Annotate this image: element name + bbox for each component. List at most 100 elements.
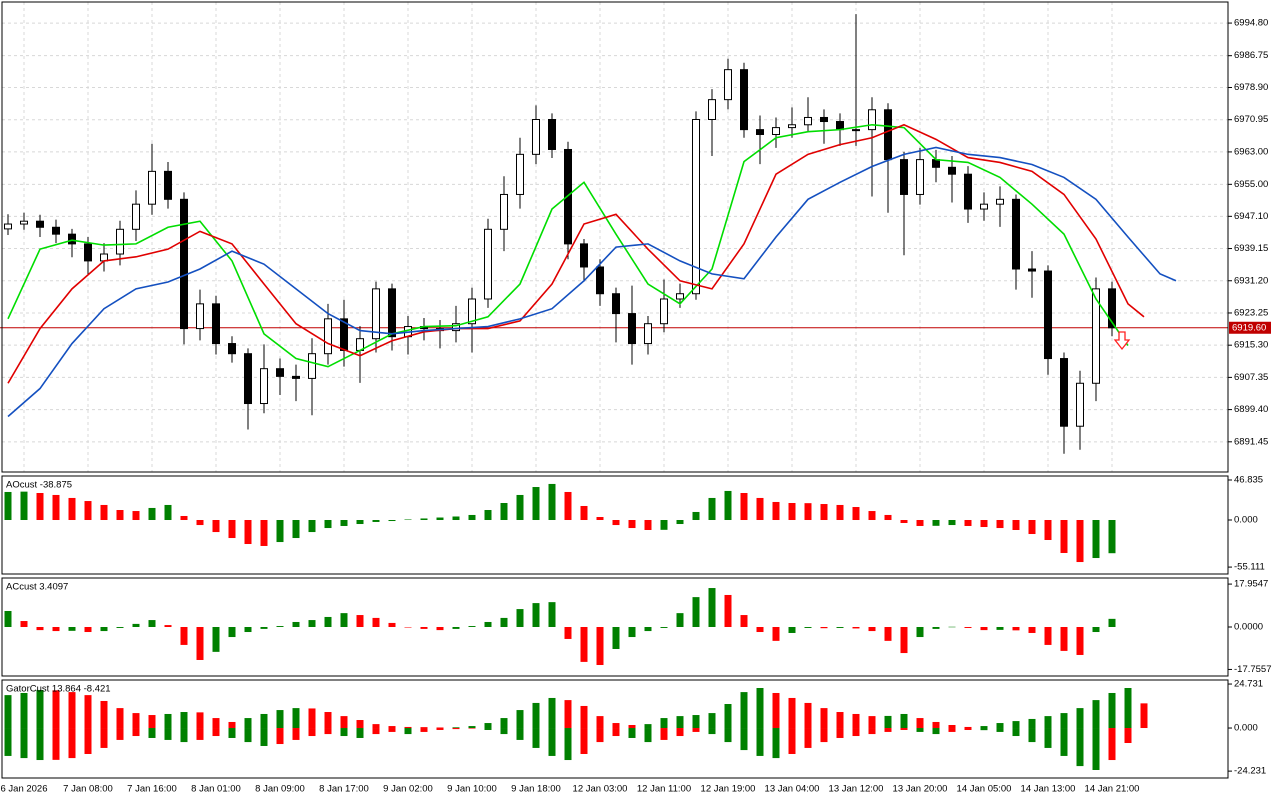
gator-bar — [708, 728, 716, 735]
histogram-bar — [356, 520, 364, 525]
histogram-bar — [948, 626, 956, 628]
gator-bar — [196, 728, 204, 740]
gator-bar — [868, 728, 876, 735]
histogram-bar — [452, 627, 460, 629]
sell-arrow — [1113, 331, 1131, 351]
gator-bar — [100, 728, 108, 748]
gator-bar — [1028, 728, 1036, 743]
histogram-bar — [580, 505, 588, 521]
histogram-bar — [932, 520, 940, 526]
candle-body — [1108, 288, 1116, 329]
gator-bar — [516, 728, 524, 740]
histogram-bar — [228, 627, 236, 638]
histogram-bar — [836, 504, 844, 521]
gator-bar — [4, 695, 12, 729]
candle-body — [1092, 288, 1100, 384]
gator-bar — [692, 715, 700, 729]
gator-bar — [548, 697, 556, 729]
candle-body — [500, 193, 508, 230]
gator-bar — [132, 728, 140, 737]
y-tick-label: 6970.95 — [1234, 114, 1268, 125]
histogram-bar — [180, 515, 188, 521]
x-tick-label: 12 Jan 03:00 — [573, 784, 628, 795]
gator-bar — [516, 710, 524, 729]
candle-body — [964, 173, 972, 210]
candle-body — [900, 159, 908, 195]
candle-body — [724, 69, 732, 101]
histogram-bar — [788, 502, 796, 521]
candle-body — [820, 116, 828, 123]
histogram-bar — [292, 520, 300, 539]
candle-body — [84, 243, 92, 262]
gator-bar — [244, 728, 252, 743]
histogram-bar — [20, 491, 28, 521]
histogram-bar — [340, 520, 348, 526]
gator-bar — [308, 728, 316, 737]
histogram-bar — [404, 627, 412, 628]
x-tick-label: 14 Jan 21:00 — [1085, 784, 1140, 795]
gator-bar — [900, 728, 908, 730]
gator-bar — [148, 728, 156, 738]
gator-bar — [420, 728, 428, 732]
histogram-bar — [84, 501, 92, 521]
histogram-bar — [132, 623, 140, 627]
histogram-bar — [484, 621, 492, 627]
gator-bar — [276, 710, 284, 729]
candle-body — [580, 243, 588, 268]
gator-bar — [20, 728, 28, 759]
gator-bar — [628, 724, 636, 729]
gator-bar — [52, 728, 60, 760]
ma-line — [7, 146, 1177, 418]
histogram-bar — [228, 520, 236, 539]
y-tick-label: -17.7557 — [1234, 664, 1272, 675]
x-tick-label: 9 Jan 02:00 — [383, 784, 433, 795]
candle-body — [180, 198, 188, 330]
gator-bar — [180, 712, 188, 729]
histogram-bar — [868, 627, 876, 632]
x-tick-label: 8 Jan 09:00 — [255, 784, 305, 795]
candle-body — [52, 226, 60, 235]
gator-bar — [340, 728, 348, 737]
gator-bar — [1060, 713, 1068, 729]
gator-bar — [676, 716, 684, 729]
histogram-bar — [388, 622, 396, 627]
histogram-bar — [1076, 627, 1084, 655]
y-tick-label: 0.000 — [1234, 515, 1258, 526]
histogram-bar — [1108, 618, 1116, 627]
histogram-bar — [452, 516, 460, 521]
gator-bar — [468, 728, 476, 729]
gator-bar — [356, 720, 364, 729]
histogram-bar — [500, 617, 508, 627]
gator-bar — [724, 728, 732, 743]
gator-bar — [980, 728, 988, 731]
y-tick-label: 6907.35 — [1234, 372, 1268, 383]
gator-bar — [20, 692, 28, 729]
histogram-bar — [548, 483, 556, 521]
x-tick-label: 6 Jan 2026 — [0, 784, 47, 795]
histogram-bar — [1092, 520, 1100, 559]
candle-body — [292, 375, 300, 379]
candle-body — [884, 109, 892, 161]
gator-bar — [1108, 692, 1116, 729]
histogram-bar — [788, 627, 796, 633]
histogram-bar — [1044, 520, 1052, 540]
candle-body — [20, 220, 28, 225]
y-tick-label: 24.731 — [1234, 679, 1263, 690]
histogram-bar — [292, 621, 300, 627]
gator-bar — [484, 723, 492, 729]
panel-title: ACcust 3.4097 — [6, 582, 68, 593]
gator-bar — [1012, 721, 1020, 729]
candle-body — [452, 323, 460, 332]
histogram-bar — [4, 610, 12, 627]
gator-bar — [100, 700, 108, 729]
candle-body — [228, 343, 236, 355]
panel-frame — [1, 679, 1229, 779]
histogram-bar — [420, 627, 428, 629]
y-tick-label: 6986.75 — [1234, 50, 1268, 61]
gator-bar — [980, 726, 988, 729]
gator-bar — [612, 723, 620, 729]
gator-bar — [996, 728, 1004, 732]
histogram-bar — [308, 520, 316, 533]
histogram-bar — [644, 520, 652, 530]
y-tick-label: 6891.45 — [1234, 436, 1268, 447]
